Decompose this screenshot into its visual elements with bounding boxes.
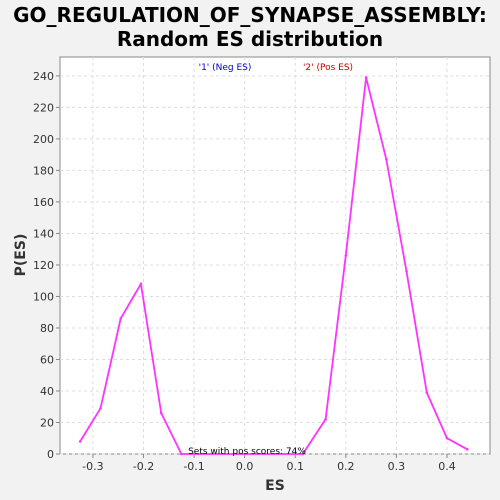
data-point: [159, 411, 163, 415]
y-tick-label: 200: [33, 133, 54, 146]
data-point: [445, 436, 449, 440]
data-point: [139, 282, 143, 286]
x-tick-label: -0.3: [82, 460, 103, 473]
chart-title-line-1: GO_REGULATION_OF_SYNAPSE_ASSEMBLY:: [13, 3, 487, 27]
y-tick-label: 100: [33, 290, 54, 303]
data-point: [425, 391, 429, 394]
data-point: [78, 440, 82, 443]
x-axis-label: ES: [265, 478, 285, 494]
x-tick-label: 0.0: [236, 460, 254, 473]
data-point: [324, 418, 327, 421]
x-tick-label: -0.1: [183, 460, 204, 473]
pos-scores-annotation: Sets with pos scores: 74%: [188, 447, 306, 457]
chart-title-line-2: Random ES distribution: [116, 27, 384, 51]
data-point: [119, 317, 123, 320]
y-tick-label: 120: [33, 259, 54, 272]
y-axis-label: P(ES): [13, 234, 29, 277]
axes: 0 20 40 60 80 100 120 140 160 180 200 220 240 -0.3 -0.…: [33, 70, 456, 473]
data-point: [301, 452, 305, 456]
data-point: [180, 452, 183, 456]
y-tick-label: 220: [33, 101, 54, 114]
y-tick-label: 160: [33, 196, 54, 209]
x-tick-label: 0.2: [337, 460, 355, 473]
data-point: [465, 447, 469, 451]
data-point: [384, 158, 388, 161]
data-point: [364, 76, 368, 79]
y-tick-label: 80: [40, 322, 54, 335]
x-tick-label: 0.3: [388, 460, 406, 473]
x-tick-label: -0.2: [133, 460, 154, 473]
legend: '1' (Neg ES) '2' (Pos ES): [199, 63, 353, 73]
y-tick-label: 140: [33, 227, 54, 240]
y-tick-label: 20: [40, 416, 54, 429]
series-layer: [78, 76, 469, 456]
y-tick-label: 40: [40, 385, 54, 398]
y-tick-label: 60: [40, 353, 54, 366]
x-tick-label: 0.4: [438, 460, 456, 473]
legend-item-neg-es: '1' (Neg ES): [199, 63, 252, 73]
x-tick-label: 0.1: [286, 460, 304, 473]
y-tick-label: 0: [47, 448, 54, 461]
data-point: [99, 407, 102, 410]
grid: [60, 57, 490, 455]
data-point: [344, 254, 348, 257]
y-tick-label: 180: [33, 164, 54, 177]
y-tick-label: 240: [33, 70, 54, 83]
plot-area: [59, 56, 491, 455]
legend-item-pos-es: '2' (Pos ES): [303, 63, 353, 73]
data-point: [405, 269, 408, 273]
